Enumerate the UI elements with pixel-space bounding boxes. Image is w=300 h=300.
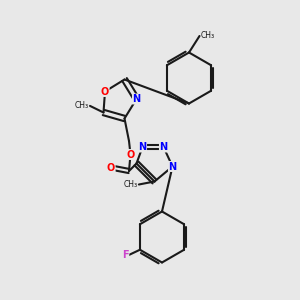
Text: N: N bbox=[159, 142, 168, 152]
Text: F: F bbox=[122, 250, 129, 260]
Text: O: O bbox=[107, 163, 115, 173]
Text: CH₃: CH₃ bbox=[123, 180, 137, 189]
Text: O: O bbox=[126, 149, 135, 160]
Text: CH₃: CH₃ bbox=[201, 32, 215, 40]
Text: N: N bbox=[138, 142, 147, 152]
Text: O: O bbox=[101, 86, 109, 97]
Text: CH₃: CH₃ bbox=[74, 101, 88, 110]
Text: N: N bbox=[132, 94, 141, 104]
Text: N: N bbox=[168, 161, 177, 172]
